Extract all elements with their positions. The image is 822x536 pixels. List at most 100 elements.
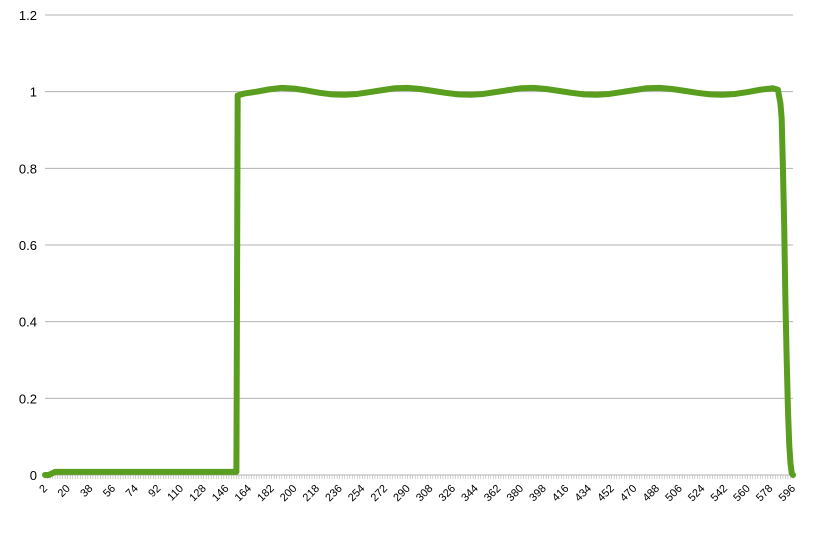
data-point	[791, 473, 795, 477]
data-point	[557, 89, 561, 93]
x-tick-label: 236	[323, 483, 344, 504]
x-tick-label: 452	[595, 483, 616, 504]
data-point	[456, 92, 460, 96]
data-point	[66, 470, 70, 474]
data-point	[708, 92, 712, 96]
x-tick-label: 146	[210, 483, 231, 504]
data-point	[781, 166, 785, 170]
x-tick-label: 164	[233, 483, 254, 504]
x-tick-label: 74	[124, 483, 141, 500]
data-point	[234, 470, 238, 474]
y-tick-label: 0.4	[19, 315, 37, 330]
series-layer	[42, 84, 796, 478]
data-point	[343, 93, 347, 97]
data-point	[292, 87, 296, 91]
x-tick-label: 470	[618, 483, 639, 504]
x-tick-label: 2	[37, 483, 50, 496]
data-point	[695, 91, 699, 95]
data-point	[166, 470, 170, 474]
data-point	[116, 470, 120, 474]
data-point	[720, 93, 724, 97]
data-point	[683, 89, 687, 93]
x-tick-label: 506	[663, 483, 684, 504]
data-point	[280, 86, 284, 90]
data-point	[393, 86, 397, 90]
data-point	[569, 91, 573, 95]
data-point	[229, 470, 233, 474]
data-point	[788, 462, 792, 465]
data-point	[620, 90, 624, 94]
data-point	[532, 86, 536, 90]
data-point	[519, 86, 523, 90]
data-point	[758, 88, 762, 92]
data-point	[780, 117, 784, 120]
data-point	[632, 88, 636, 92]
data-point	[47, 473, 51, 477]
y-tick-label: 1.2	[19, 8, 37, 23]
x-tick-label: 308	[414, 483, 435, 504]
data-point	[43, 473, 47, 477]
data-point	[469, 93, 473, 97]
data-point	[645, 86, 649, 90]
x-tick-label: 578	[754, 483, 775, 504]
data-point	[53, 470, 57, 474]
x-tick-label: 218	[301, 483, 322, 504]
x-tick-label: 542	[709, 483, 730, 504]
x-tick-label: 434	[573, 483, 594, 504]
data-point	[318, 91, 322, 95]
data-point	[406, 86, 410, 90]
data-point	[782, 224, 786, 228]
x-tick-label: 290	[391, 483, 412, 504]
data-point	[141, 470, 145, 474]
data-point	[506, 88, 510, 92]
data-point	[418, 87, 422, 91]
data-point	[658, 86, 662, 90]
data-point	[305, 89, 309, 93]
data-point	[355, 92, 359, 96]
data-point	[785, 358, 789, 362]
data-point	[242, 92, 246, 96]
x-tick-label: 380	[505, 483, 526, 504]
x-tick-label: 254	[346, 483, 367, 504]
data-point	[330, 92, 334, 96]
x-tick-label: 20	[56, 483, 73, 500]
data-point	[607, 92, 611, 96]
data-point	[582, 92, 586, 96]
x-tick-label: 128	[187, 483, 208, 504]
y-tick-label: 0	[30, 468, 37, 483]
x-tick-label: 200	[278, 483, 299, 504]
x-tick-label: 398	[527, 483, 548, 504]
data-point	[443, 91, 447, 95]
data-point	[255, 90, 259, 94]
x-tick-label: 596	[777, 483, 798, 504]
data-point	[595, 93, 599, 97]
data-point	[783, 301, 787, 304]
data-point	[267, 87, 271, 91]
data-point	[746, 90, 750, 94]
x-tick-label: 560	[731, 483, 752, 504]
data-point	[481, 92, 485, 96]
x-tick-label: 92	[146, 483, 163, 500]
data-point	[494, 90, 498, 94]
data-point	[91, 470, 95, 474]
x-tick-label: 524	[686, 483, 707, 504]
x-tick-label: 272	[369, 483, 390, 504]
data-point	[236, 94, 240, 97]
data-point	[380, 88, 384, 92]
x-axis-ticks: 2 20 38 56 74 92 110 128 146 164 182 200 218 236 254 27…	[37, 475, 798, 504]
x-tick-label: 56	[101, 483, 118, 500]
data-point	[787, 442, 791, 446]
x-tick-label: 416	[550, 483, 571, 504]
y-tick-label: 0.8	[19, 161, 37, 176]
x-tick-label: 488	[641, 483, 662, 504]
data-point	[670, 87, 674, 91]
series-line	[42, 84, 796, 478]
y-tick-label: 0.2	[19, 391, 37, 406]
data-point	[368, 90, 372, 94]
x-tick-label: 344	[459, 483, 480, 504]
data-point	[431, 89, 435, 93]
y-axis-ticks: 0 0.2 0.4 0.6 0.8 1 1.2	[19, 8, 37, 483]
data-point	[544, 87, 548, 91]
